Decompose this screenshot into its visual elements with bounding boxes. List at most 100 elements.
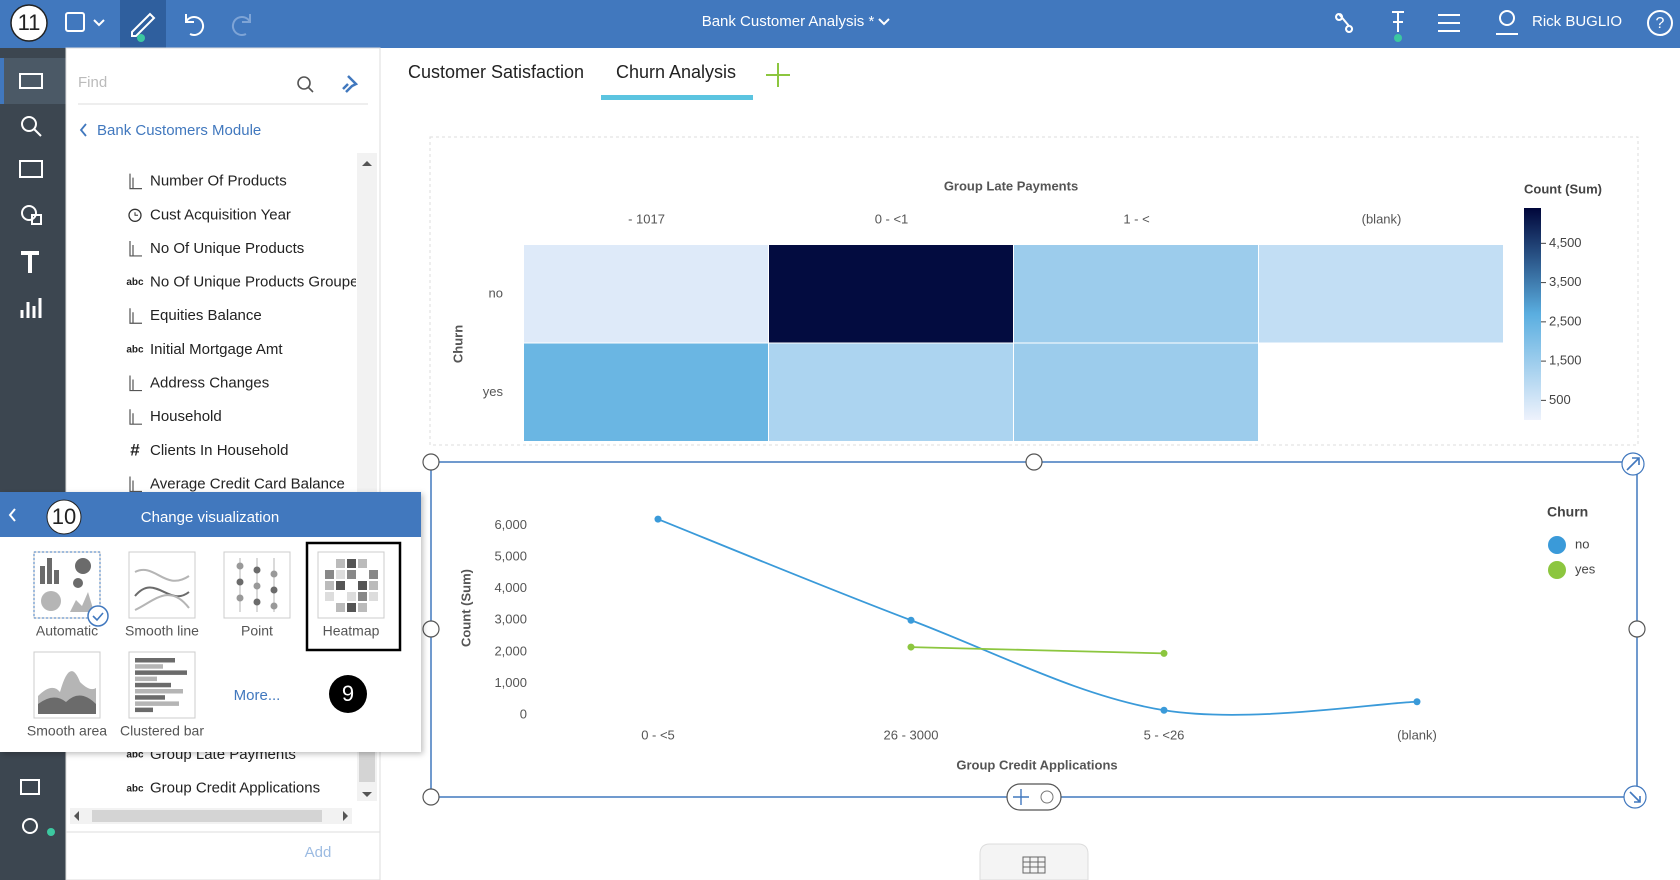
viz-thumbnail[interactable] bbox=[128, 551, 196, 619]
more-link[interactable]: More... bbox=[234, 687, 281, 704]
field-item[interactable]: Group Credit Applications bbox=[150, 780, 320, 797]
pin-panel[interactable] bbox=[342, 75, 359, 93]
y-tick-label: yes bbox=[483, 384, 504, 399]
viz-option-label[interactable]: Smooth area bbox=[27, 723, 107, 739]
data-point[interactable] bbox=[1160, 706, 1168, 714]
y-tick-label: 3,000 bbox=[494, 612, 527, 627]
x-tick-label: 5 - <26 bbox=[1144, 727, 1185, 742]
shapes-icon[interactable] bbox=[21, 205, 37, 221]
glyph bbox=[253, 582, 261, 590]
selected-check bbox=[87, 605, 109, 627]
back-arrow[interactable] bbox=[79, 123, 87, 137]
viz-option-label[interactable]: Automatic bbox=[36, 623, 98, 639]
user-name[interactable]: Rick BUGLIO bbox=[1532, 13, 1622, 30]
search-placeholder[interactable]: Find bbox=[78, 74, 107, 91]
colorbar-tick-label: 1,500 bbox=[1549, 353, 1582, 368]
legend-swatch[interactable] bbox=[1548, 561, 1566, 579]
help-label[interactable]: ? bbox=[1656, 15, 1665, 32]
user-icon[interactable] bbox=[1499, 10, 1515, 26]
glyph bbox=[135, 682, 171, 688]
viz-thumbnail[interactable] bbox=[317, 551, 385, 619]
line-card[interactable] bbox=[430, 461, 1638, 798]
viz-option-label[interactable]: Point bbox=[241, 623, 273, 639]
search-button[interactable] bbox=[297, 76, 311, 90]
undo-icon[interactable] bbox=[185, 14, 205, 36]
x-tick-label: (blank) bbox=[1397, 727, 1437, 742]
field-item[interactable]: Equities Balance bbox=[150, 307, 262, 324]
data-point[interactable] bbox=[1160, 649, 1168, 657]
viz-thumbnail[interactable] bbox=[33, 551, 101, 619]
legend-label[interactable]: yes bbox=[1575, 561, 1596, 576]
pin-icon[interactable] bbox=[1392, 11, 1404, 32]
viz-option-label[interactable]: Heatmap bbox=[323, 623, 380, 639]
chart-icon[interactable] bbox=[20, 298, 42, 318]
x-tick-label: 0 - <5 bbox=[641, 727, 675, 742]
data-icon[interactable] bbox=[19, 73, 43, 89]
module-link[interactable]: Bank Customers Module bbox=[97, 122, 261, 139]
help-icon[interactable] bbox=[1647, 10, 1673, 36]
field-item[interactable]: No Of Unique Products bbox=[150, 240, 304, 257]
viz-thumbnail[interactable] bbox=[33, 651, 101, 719]
glyph bbox=[253, 598, 261, 606]
edit-icon[interactable] bbox=[131, 12, 156, 37]
glyph bbox=[134, 569, 190, 582]
add-button[interactable]: Add bbox=[305, 844, 332, 861]
glyph bbox=[134, 586, 190, 598]
redo-icon[interactable] bbox=[231, 14, 251, 36]
legend-label[interactable]: no bbox=[1575, 536, 1589, 551]
field-item[interactable]: Average Credit Card Balance bbox=[150, 475, 345, 492]
viz-thumbnail[interactable] bbox=[128, 651, 196, 719]
field-item[interactable]: Clients In Household bbox=[150, 442, 288, 459]
popup-back[interactable] bbox=[8, 508, 16, 522]
x-tick-label: 1 - < bbox=[1123, 211, 1149, 226]
title-menu[interactable] bbox=[878, 18, 890, 26]
field-type: abc bbox=[126, 750, 144, 761]
colorbar-tick-label: 2,500 bbox=[1549, 313, 1582, 328]
field-item[interactable]: Number Of Products bbox=[150, 173, 287, 190]
viz-option-label[interactable]: Smooth line bbox=[125, 623, 199, 639]
video-icon[interactable] bbox=[19, 160, 43, 178]
search-icon[interactable] bbox=[21, 116, 37, 132]
measure-icon bbox=[129, 409, 142, 425]
series-line bbox=[910, 646, 1165, 655]
data-point[interactable] bbox=[1413, 698, 1421, 706]
add-tab[interactable] bbox=[766, 63, 790, 87]
properties-icon[interactable] bbox=[1438, 14, 1460, 32]
heatmap-cell bbox=[769, 343, 1013, 441]
glyph bbox=[236, 578, 244, 586]
status-dot bbox=[1394, 34, 1402, 42]
text-icon[interactable] bbox=[21, 251, 39, 273]
data-point[interactable] bbox=[907, 616, 915, 624]
comment-icon[interactable] bbox=[20, 779, 40, 795]
glyph bbox=[270, 570, 278, 578]
glyph bbox=[358, 603, 367, 612]
field-item[interactable]: Initial Mortgage Amt bbox=[150, 341, 283, 358]
glyph bbox=[75, 558, 91, 574]
y-tick-label: 1,000 bbox=[494, 675, 527, 690]
field-item[interactable]: Address Changes bbox=[150, 375, 269, 392]
step-badge-label: 9 bbox=[342, 681, 354, 706]
legend-swatch[interactable] bbox=[1548, 536, 1566, 554]
field-item[interactable]: No Of Unique Products Grouped bbox=[150, 274, 367, 291]
field-item[interactable]: Cust Acquisition Year bbox=[150, 206, 291, 223]
viz-option-label[interactable]: Clustered bar bbox=[120, 723, 204, 739]
glyph bbox=[135, 701, 179, 706]
field-item[interactable]: Household bbox=[150, 408, 222, 425]
data-point[interactable] bbox=[907, 643, 915, 651]
save-icon[interactable] bbox=[65, 12, 85, 32]
tab[interactable]: Customer Satisfaction bbox=[408, 62, 584, 82]
tab[interactable]: Churn Analysis bbox=[616, 62, 736, 82]
viz-popup: 10 Change visualization More... 9 Automatic S… bbox=[0, 492, 421, 752]
selected-frame bbox=[33, 551, 101, 619]
glyph bbox=[70, 592, 94, 612]
save-menu[interactable] bbox=[93, 19, 105, 27]
x-axis-title: Group Late Payments bbox=[944, 178, 1078, 193]
assistant-icon[interactable] bbox=[22, 818, 38, 834]
colorbar-title: Count (Sum) bbox=[1524, 181, 1602, 196]
glyph bbox=[358, 559, 367, 568]
relations-icon[interactable] bbox=[1335, 13, 1354, 33]
data-point[interactable] bbox=[654, 515, 662, 523]
viz-thumbnail[interactable] bbox=[223, 551, 291, 619]
